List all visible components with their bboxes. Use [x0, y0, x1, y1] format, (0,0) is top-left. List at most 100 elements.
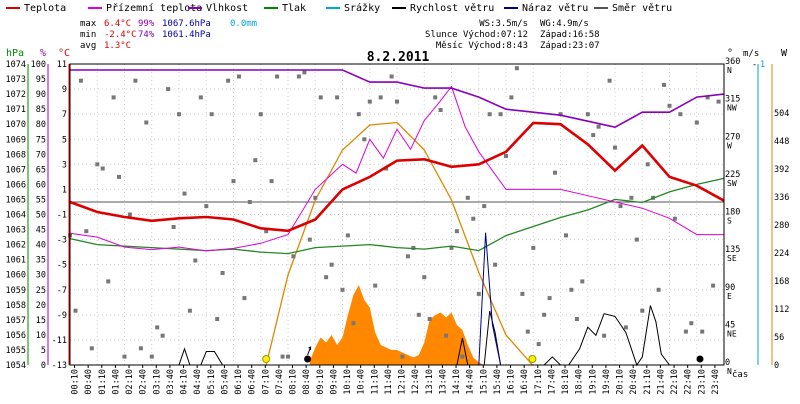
x-tick-label: 08:40: [302, 369, 312, 395]
pct-tick-label: 30: [36, 271, 46, 281]
solar-measured-area: [309, 285, 485, 365]
x-tick-label: 01:10: [98, 369, 108, 395]
wind-direction-point: [127, 212, 132, 217]
x-tick-label: 04:10: [180, 369, 190, 395]
ground-temperature-line: [69, 85, 724, 252]
wind-direction-point: [215, 317, 220, 321]
wind-direction-point: [553, 170, 557, 175]
wind-direction-point: [405, 254, 410, 259]
wind-direction-point: [138, 346, 143, 351]
wind-direction-point: [237, 74, 241, 79]
wind-direction-point: [389, 74, 394, 79]
wind-direction-point: [198, 95, 203, 100]
stat-humidity: 99%: [138, 19, 155, 29]
wind-direction-point: [351, 321, 356, 326]
x-tick-label: 19:40: [602, 369, 612, 395]
hpa-tick-label: 1074: [6, 60, 26, 70]
wind-direction-point: [280, 354, 285, 359]
plot-frame: [69, 63, 725, 366]
x-tick-label: 23:40: [711, 369, 721, 395]
legend-label: Přízemní teplota: [106, 2, 202, 14]
hpa-tick-label: 1068: [6, 150, 26, 160]
legend-label: Vlhkost: [206, 3, 248, 14]
x-tick-label: 09:40: [329, 369, 339, 395]
solar-tick-label: 224: [774, 249, 789, 259]
pct-tick-label: 50: [36, 211, 46, 221]
hpa-tick-label: 1062: [6, 241, 26, 251]
x-tick-label: 16:40: [520, 369, 530, 395]
wind-direction-point: [117, 174, 121, 179]
pct-tick-label: 80: [36, 120, 46, 130]
dir-compass-label: N: [727, 66, 732, 75]
info-left: Slunce Východ:07:12: [425, 30, 528, 40]
legend: Teplota Přízemní teplota Vlhkost Tlak Srážky…: [6, 2, 672, 14]
pct-tick-label: 35: [36, 256, 46, 266]
pct-tick-label: 60: [36, 180, 46, 190]
legend-label: Tlak: [282, 3, 306, 14]
hpa-axis-title: hPa: [6, 48, 24, 59]
wind-direction-point: [476, 291, 481, 296]
wind-direction-point: [275, 74, 280, 79]
wind-direction-point: [716, 99, 721, 104]
pct-tick-label: 45: [36, 226, 46, 236]
wind-direction-point: [493, 262, 498, 267]
legend-label: Rychlost větru: [410, 2, 494, 14]
wind-direction-point: [231, 179, 236, 184]
wind-direction-point: [106, 279, 111, 284]
x-tick-label: 10:40: [357, 369, 367, 395]
solar-tick-label: 392: [774, 165, 789, 175]
x-tick-label: 09:10: [316, 369, 326, 395]
pressure-line: [69, 177, 725, 255]
wind-direction-point: [678, 112, 683, 117]
wind-direction-point: [356, 112, 361, 117]
stat-temperature: -2.4°C: [104, 30, 137, 40]
solar-theoretical-line: [265, 121, 533, 366]
temp-tick-label: -7: [57, 286, 67, 296]
hpa-tick-label: 1060: [6, 271, 26, 281]
wind-direction-point: [449, 245, 454, 250]
wind-direction-point: [711, 283, 716, 288]
legend-label: Srážky: [344, 2, 380, 14]
info-left: Měsíc Východ:8:43: [436, 41, 528, 51]
info-right: Západ:16:58: [540, 30, 600, 40]
x-tick-label: 20:10: [616, 369, 626, 395]
moonrise-marker: [304, 355, 312, 363]
wind-direction-point: [335, 95, 340, 100]
ms-axis-title: m/s: [743, 49, 759, 59]
temp-tick-label: 5: [62, 135, 67, 145]
x-tick-label: 05:40: [220, 369, 230, 395]
x-tick-label: 22:10: [670, 369, 680, 395]
wind-direction-point: [487, 112, 492, 117]
wind-direction-point: [400, 354, 405, 359]
wind-direction-point: [373, 283, 378, 288]
x-tick-label: 20:40: [629, 369, 639, 395]
wind-direction-point: [531, 245, 536, 250]
wind-direction-point: [78, 78, 83, 83]
pct-tick-label: 5: [41, 346, 46, 356]
wind-direction-point: [111, 95, 116, 100]
pct-tick-label: 85: [36, 105, 46, 115]
stats-block: max 6.4°C 99% 1067.6hPa 0.0mm min -2.4°C 74% 106…: [80, 19, 257, 51]
dir-compass-label: NW: [727, 104, 737, 113]
hpa-tick-label: 1063: [6, 226, 26, 236]
wind-direction-point: [683, 329, 688, 334]
pct-tick-label: 10: [36, 331, 46, 341]
wind-direction-point: [73, 308, 78, 313]
x-tick-label: 23:10: [697, 369, 707, 395]
pct-tick-label: 0: [41, 361, 46, 371]
wind-direction-point: [433, 95, 438, 100]
hpa-tick-label: 1071: [6, 105, 26, 115]
solar-tick-label: 504: [774, 109, 789, 119]
dir-tick-label: 90: [725, 283, 735, 293]
wind-direction-point: [95, 162, 100, 167]
hpa-tick-label: 1057: [6, 316, 26, 326]
wind-direction-point: [454, 229, 459, 234]
temp-tick-label: -11: [52, 336, 67, 346]
dir-tick-label: 135: [725, 245, 740, 255]
solar-tick-label: 0: [774, 361, 779, 371]
stat-rain: 0.0mm: [230, 19, 257, 29]
wind-direction-point: [422, 275, 427, 280]
pct-tick-label: 75: [36, 135, 46, 145]
astro-info-block: WS:3.5m/s WG:4.9m/s Slunce Východ:07:12 Záp…: [425, 19, 600, 51]
